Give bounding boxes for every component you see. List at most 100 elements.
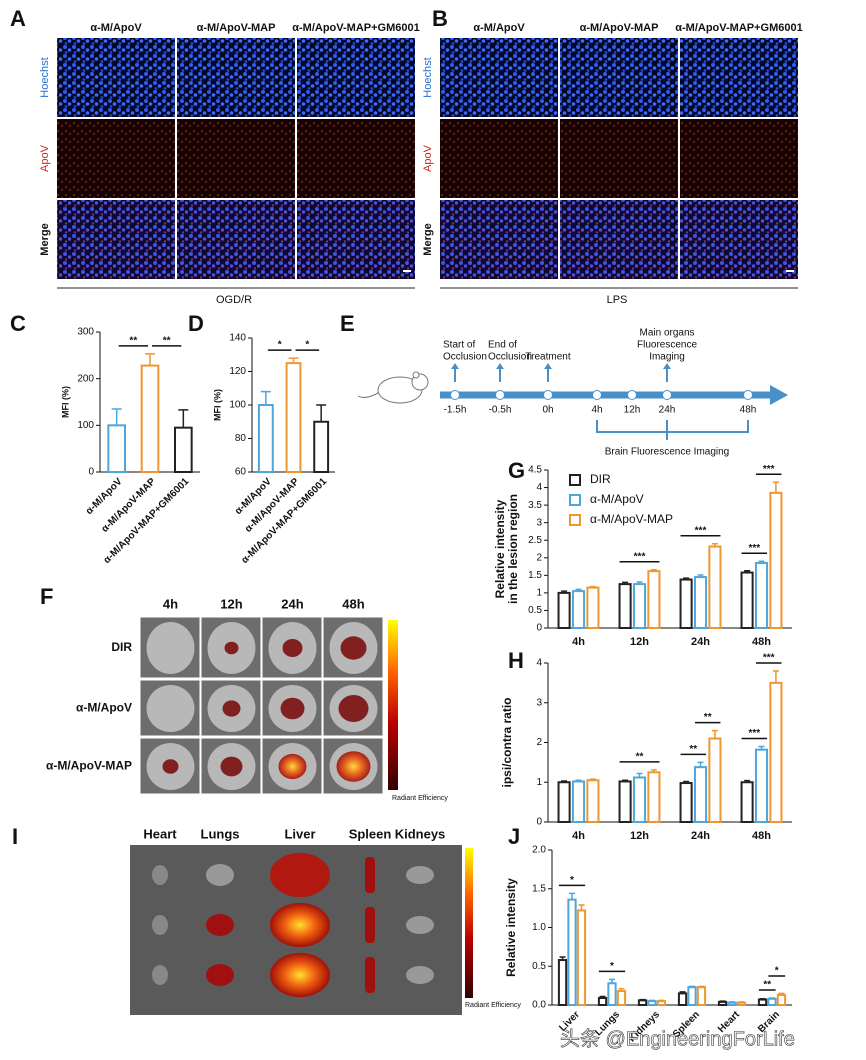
significance-label: ** xyxy=(704,712,712,723)
error-line xyxy=(769,997,775,999)
error-bar xyxy=(697,574,704,578)
panel-label: B xyxy=(432,6,448,31)
scale-bar xyxy=(403,270,411,272)
error-line xyxy=(758,560,765,564)
bar xyxy=(677,992,688,1006)
error-line xyxy=(683,577,690,580)
error-bar xyxy=(589,585,596,588)
time-point xyxy=(592,390,602,400)
lungs xyxy=(206,864,234,886)
scale-bar xyxy=(786,270,794,272)
watermark: 头条 @EngineeringForLife xyxy=(560,1027,795,1050)
y-tick-label: 120 xyxy=(229,366,246,377)
bar xyxy=(597,997,608,1007)
micrograph xyxy=(440,119,558,198)
error-line xyxy=(636,772,643,778)
kidneys xyxy=(406,966,434,984)
panel-label: G xyxy=(508,458,525,483)
error-bar xyxy=(575,779,582,782)
bar xyxy=(740,571,754,629)
error-line xyxy=(575,588,582,592)
significance-label: *** xyxy=(695,525,707,536)
significance-label: ** xyxy=(689,744,697,755)
error-bar xyxy=(569,892,575,900)
row-label: Merge xyxy=(422,223,434,255)
row-label: α-M/ApoV xyxy=(76,701,132,715)
bar xyxy=(736,1001,747,1006)
significance-label: ** xyxy=(636,752,644,763)
time-label: -0.5h xyxy=(489,405,512,416)
significance-label: ** xyxy=(163,336,171,347)
event-label: Fluorescence xyxy=(637,340,697,351)
error-bar xyxy=(744,779,751,783)
error-bar xyxy=(589,778,596,781)
signal xyxy=(224,641,239,655)
error-line xyxy=(589,585,596,588)
y-tick-label: 4.5 xyxy=(528,465,542,476)
error-line xyxy=(738,1001,745,1003)
column-header: α-M/ApoV-MAP+GM6001 xyxy=(292,22,419,34)
panel-label: F xyxy=(40,584,53,609)
error-bar xyxy=(650,568,657,572)
time-label: -1.5h xyxy=(444,405,467,416)
y-axis-label: Relative intensity xyxy=(504,878,518,977)
error-bar xyxy=(561,780,568,783)
error-bar xyxy=(719,1000,726,1002)
x-tick-label: 24h xyxy=(691,830,710,842)
error-bar xyxy=(698,985,705,988)
error-bar xyxy=(561,590,568,593)
y-tick-label: 3 xyxy=(536,697,542,708)
kidneys xyxy=(406,866,434,884)
bar xyxy=(717,1000,728,1007)
kidneys xyxy=(406,916,434,934)
row-label: ApoV xyxy=(422,144,434,172)
y-tick-label: 200 xyxy=(77,373,94,384)
error-bar xyxy=(145,353,155,366)
error-bar xyxy=(759,998,766,1000)
error-bar xyxy=(679,991,686,994)
row-label: DIR xyxy=(106,867,127,881)
error-bar xyxy=(711,729,718,739)
x-tick-label: 24h xyxy=(691,636,710,648)
x-tick-label: 48h xyxy=(752,830,771,842)
row-label: α-M/ApoV-MAP xyxy=(44,967,127,981)
error-bar xyxy=(689,985,695,988)
micrograph xyxy=(177,200,295,279)
error-bar xyxy=(772,481,779,493)
bar xyxy=(637,999,648,1006)
time-label: 4h xyxy=(591,405,602,416)
row-label: α-M/ApoV-MAP xyxy=(46,759,132,773)
micrograph xyxy=(177,119,295,198)
micrograph xyxy=(680,38,798,117)
y-axis-label: Relative intensity xyxy=(493,499,507,598)
legend-swatch xyxy=(569,474,581,486)
significance-label: * xyxy=(305,340,309,351)
micrograph xyxy=(57,38,175,117)
heart xyxy=(152,865,168,885)
error-bar xyxy=(711,542,718,547)
micrograph xyxy=(560,200,678,279)
error-line xyxy=(618,987,625,992)
error-line xyxy=(559,956,566,961)
column-header: α-M/ApoV xyxy=(90,22,142,34)
bar xyxy=(647,771,661,823)
column-header: Spleen xyxy=(349,826,392,841)
panel-label: I xyxy=(12,824,18,849)
error-bar xyxy=(316,404,327,422)
lungs xyxy=(206,914,234,936)
heart xyxy=(152,915,168,935)
error-bar xyxy=(639,998,646,1001)
event-label: Treatment xyxy=(525,352,570,363)
event-label: Imaging xyxy=(649,352,685,363)
error-bar xyxy=(575,588,582,592)
bracket xyxy=(596,420,749,440)
error-line xyxy=(758,745,765,750)
significance-label: *** xyxy=(748,543,760,554)
colorbar-label: Radiant Efficiency xyxy=(392,795,448,802)
y-axis-label: MFI (%) xyxy=(60,386,70,418)
bar xyxy=(586,779,600,824)
row-label: DIR xyxy=(111,640,132,654)
row-label: α-M/ApoV xyxy=(73,917,127,931)
error-line xyxy=(772,481,779,493)
micrograph xyxy=(297,200,415,279)
